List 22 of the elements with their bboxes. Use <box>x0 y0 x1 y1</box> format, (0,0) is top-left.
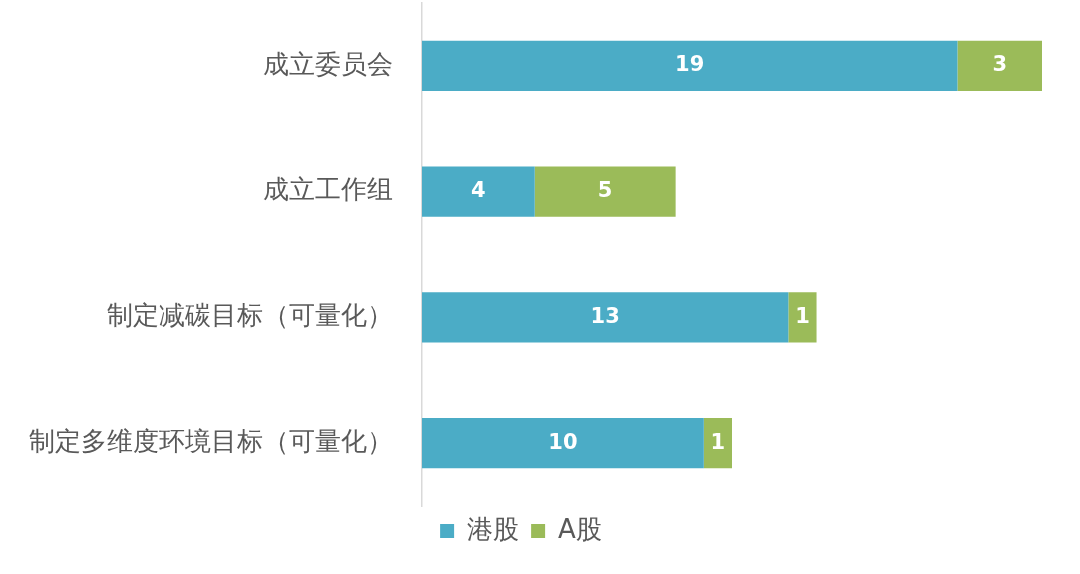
bar <box>703 417 732 469</box>
data-label: 19 <box>675 52 705 77</box>
legend-label: 港股 <box>467 513 520 544</box>
bar <box>422 292 789 343</box>
bar <box>534 166 676 217</box>
bar <box>422 417 704 469</box>
data-label: 4 <box>471 178 486 203</box>
data-label: 5 <box>597 178 613 203</box>
y-tick-label: 成立工作组 <box>263 174 393 205</box>
bar <box>957 40 1042 92</box>
data-label: 13 <box>590 303 620 328</box>
y-tick-label: 制定多维度环境目标（可量化） <box>29 425 393 456</box>
data-label: 1 <box>795 303 810 328</box>
bar <box>422 40 958 92</box>
bar <box>422 166 535 217</box>
data-label: 10 <box>548 429 578 454</box>
y-tick-label: 成立委员会 <box>263 48 393 79</box>
y-tick-label: 制定减碳目标（可量化） <box>107 300 393 331</box>
legend-label: A股 <box>558 513 602 544</box>
data-label: 1 <box>710 429 726 454</box>
bar <box>788 292 817 343</box>
data-label: 3 <box>992 52 1008 77</box>
